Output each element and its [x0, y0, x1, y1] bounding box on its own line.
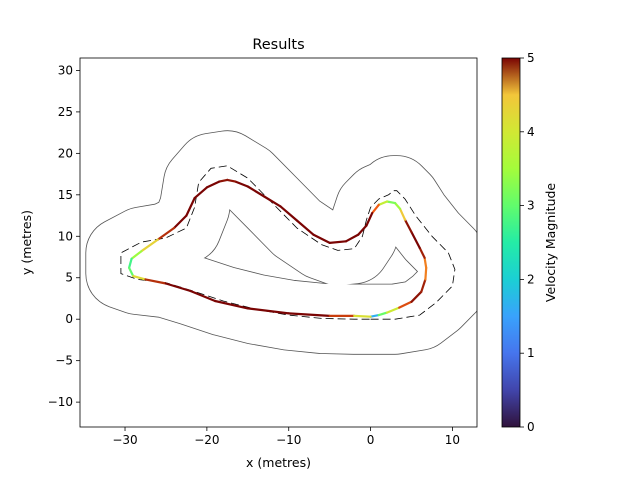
trajectory-segment — [328, 240, 348, 244]
plot-layer — [85, 130, 477, 355]
trajectory-segment — [246, 185, 266, 198]
colorbar-tick-label: 0 — [527, 420, 535, 434]
chart-title: Results — [252, 37, 304, 53]
trajectory-segment — [164, 282, 192, 293]
x-axis: −30 −20 −10 0 10 — [112, 427, 460, 447]
trajectory-segment — [156, 226, 176, 241]
trajectory-segment — [398, 300, 413, 309]
colorbar-tick-label: 4 — [527, 125, 535, 139]
trajectory-segment — [234, 180, 249, 188]
trajectory-segment — [399, 207, 407, 221]
trajectory-segment — [410, 290, 423, 303]
axes-frame — [79, 57, 478, 428]
trajectory-segment — [130, 250, 143, 260]
y-tick-label: 30 — [58, 63, 73, 77]
y-axis-label: y (metres) — [19, 210, 34, 275]
trajectory-series — [128, 178, 428, 318]
colorbar-tick-label: 3 — [527, 199, 535, 213]
trajectory-segment — [173, 214, 188, 230]
trajectory-segment — [344, 233, 360, 243]
y-axis: −10 −5 0 5 10 15 20 25 30 — [48, 63, 80, 409]
y-tick-label: −5 — [55, 354, 73, 368]
y-tick-label: 5 — [65, 271, 73, 285]
y-tick-label: −10 — [48, 395, 73, 409]
trajectory-segment — [420, 278, 427, 293]
trajectory-segment — [423, 256, 428, 269]
trajectory-segment — [371, 203, 380, 215]
y-tick-label: 10 — [58, 229, 73, 243]
trajectory-segment — [214, 299, 249, 310]
trajectory-segment — [193, 186, 208, 200]
trajectory-segment — [357, 224, 368, 236]
x-tick-label: 0 — [367, 433, 375, 447]
y-tick-label: 0 — [65, 312, 73, 326]
colorbar-tick-label: 5 — [527, 51, 535, 65]
trajectory-segment — [189, 289, 217, 303]
x-tick-label: −20 — [194, 433, 219, 447]
trajectory-segment — [312, 233, 331, 244]
trajectory-segment — [365, 212, 374, 227]
trajectory-segment — [385, 306, 401, 314]
trajectory-segment — [385, 200, 397, 205]
x-tick-label: 10 — [445, 433, 460, 447]
trajectory-segment — [263, 195, 282, 208]
trajectory-segment — [403, 218, 413, 234]
trajectory-segment — [132, 275, 147, 281]
trajectory-segment — [418, 246, 426, 259]
x-tick-label: −30 — [112, 433, 137, 447]
trajectory-segment — [205, 180, 221, 189]
trajectory-segment — [128, 266, 135, 278]
trajectory-segment — [218, 178, 229, 183]
track-inner-edge — [86, 131, 477, 354]
colorbar-axis: 0 1 2 3 4 5 — [520, 51, 535, 434]
trajectory-segment — [394, 202, 402, 210]
trajectory-segment — [226, 178, 237, 183]
y-tick-label: 15 — [58, 188, 73, 202]
colorbar-tick-label: 2 — [527, 272, 535, 286]
colorbar-tick-label: 1 — [527, 346, 535, 360]
x-tick-label: −10 — [276, 433, 301, 447]
trajectory-segment — [424, 266, 428, 281]
trajectory-segment — [144, 278, 167, 285]
colorbar — [501, 57, 521, 428]
y-tick-label: 25 — [58, 105, 73, 119]
trajectory-segment — [140, 238, 159, 253]
trajectory-segment — [410, 231, 421, 249]
trajectory-segment — [279, 205, 298, 222]
y-tick-label: 20 — [58, 146, 73, 160]
trajectory-segment — [128, 257, 133, 269]
colorbar-label: Velocity Magnitude — [543, 183, 558, 303]
trajectory-segment — [377, 200, 389, 206]
trajectory-segment — [295, 219, 315, 236]
trajectory-segment — [185, 197, 196, 217]
trajectory-segment — [246, 307, 290, 315]
trajectory-segment — [353, 314, 372, 318]
trajectory-segment — [377, 311, 389, 317]
trajectory-segment — [369, 314, 380, 318]
trajectory-segment — [287, 312, 331, 317]
x-axis-label: x (metres) — [246, 455, 311, 470]
